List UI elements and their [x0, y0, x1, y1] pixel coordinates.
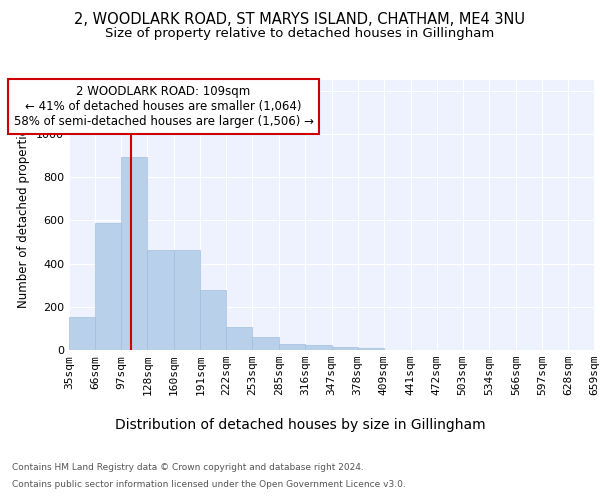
Bar: [174, 250, 200, 350]
Text: 2, WOODLARK ROAD, ST MARYS ISLAND, CHATHAM, ME4 3NU: 2, WOODLARK ROAD, ST MARYS ISLAND, CHATH…: [74, 12, 526, 28]
Bar: [95, 222, 121, 350]
Text: Distribution of detached houses by size in Gillingham: Distribution of detached houses by size …: [115, 418, 485, 432]
Bar: [147, 250, 174, 350]
Bar: [226, 328, 253, 350]
Bar: [305, 345, 332, 350]
Bar: [200, 290, 226, 350]
Bar: [253, 337, 280, 350]
Text: Contains HM Land Registry data © Crown copyright and database right 2024.: Contains HM Land Registry data © Crown c…: [12, 462, 364, 471]
Bar: [331, 347, 358, 350]
Y-axis label: Number of detached properties: Number of detached properties: [17, 122, 31, 308]
Text: Contains public sector information licensed under the Open Government Licence v3: Contains public sector information licen…: [12, 480, 406, 489]
Bar: [280, 344, 305, 350]
Bar: [121, 156, 147, 350]
Bar: [358, 348, 383, 350]
Text: 2 WOODLARK ROAD: 109sqm
← 41% of detached houses are smaller (1,064)
58% of semi: 2 WOODLARK ROAD: 109sqm ← 41% of detache…: [14, 86, 314, 128]
Bar: [69, 316, 95, 350]
Text: Size of property relative to detached houses in Gillingham: Size of property relative to detached ho…: [106, 28, 494, 40]
